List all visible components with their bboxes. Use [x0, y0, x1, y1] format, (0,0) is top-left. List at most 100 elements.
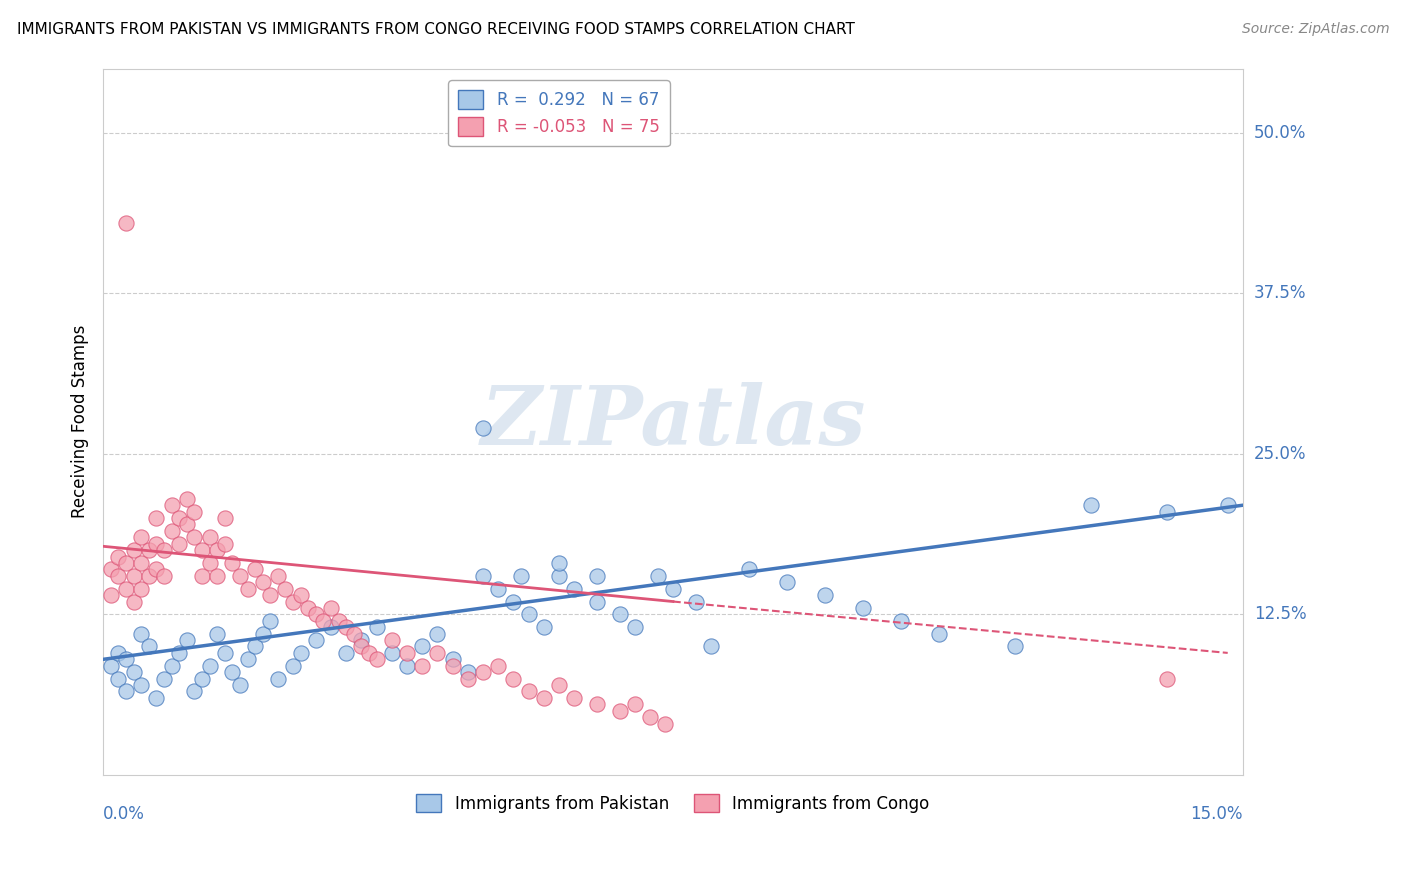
Point — [562, 582, 585, 596]
Legend: Immigrants from Pakistan, Immigrants from Congo: Immigrants from Pakistan, Immigrants fro… — [409, 788, 936, 820]
Point — [472, 665, 495, 680]
Point — [100, 562, 122, 576]
Point — [411, 640, 433, 654]
Point — [738, 562, 761, 576]
Point — [138, 569, 160, 583]
Point — [191, 569, 214, 583]
Point — [586, 594, 609, 608]
Point — [685, 594, 707, 608]
Point — [167, 537, 190, 551]
Point — [221, 665, 243, 680]
Point — [221, 556, 243, 570]
Point — [153, 672, 176, 686]
Point — [441, 652, 464, 666]
Point — [122, 665, 145, 680]
Point — [548, 569, 571, 583]
Point — [122, 543, 145, 558]
Point — [214, 646, 236, 660]
Point — [533, 690, 555, 705]
Point — [1216, 498, 1239, 512]
Point — [297, 601, 319, 615]
Point — [562, 690, 585, 705]
Point — [160, 524, 183, 538]
Point — [214, 537, 236, 551]
Point — [426, 626, 449, 640]
Point — [100, 588, 122, 602]
Point — [122, 569, 145, 583]
Point — [472, 569, 495, 583]
Point — [281, 594, 304, 608]
Point — [654, 716, 676, 731]
Point — [381, 646, 404, 660]
Point — [115, 556, 138, 570]
Point — [138, 640, 160, 654]
Point — [191, 543, 214, 558]
Point — [229, 569, 252, 583]
Point — [236, 652, 259, 666]
Point — [145, 690, 167, 705]
Point — [129, 530, 152, 544]
Point — [411, 658, 433, 673]
Point — [662, 582, 685, 596]
Point — [609, 704, 631, 718]
Point — [335, 646, 357, 660]
Point — [198, 556, 221, 570]
Point — [129, 626, 152, 640]
Point — [107, 569, 129, 583]
Point — [890, 614, 912, 628]
Point — [259, 588, 281, 602]
Point — [129, 678, 152, 692]
Text: ZIPatlas: ZIPatlas — [481, 382, 866, 462]
Point — [183, 505, 205, 519]
Point — [176, 491, 198, 506]
Point — [517, 684, 540, 698]
Point — [486, 582, 509, 596]
Point — [586, 569, 609, 583]
Point — [510, 569, 533, 583]
Point — [290, 646, 312, 660]
Point — [145, 537, 167, 551]
Point — [457, 665, 479, 680]
Point — [129, 582, 152, 596]
Point — [350, 633, 373, 648]
Point — [457, 672, 479, 686]
Point — [343, 626, 366, 640]
Point — [366, 652, 388, 666]
Text: 37.5%: 37.5% — [1254, 285, 1306, 302]
Point — [533, 620, 555, 634]
Point — [107, 672, 129, 686]
Point — [335, 620, 357, 634]
Point — [205, 626, 228, 640]
Point — [107, 646, 129, 660]
Point — [290, 588, 312, 602]
Point — [236, 582, 259, 596]
Point — [700, 640, 723, 654]
Point — [176, 633, 198, 648]
Point — [1156, 505, 1178, 519]
Point — [160, 498, 183, 512]
Point — [350, 640, 373, 654]
Point — [167, 646, 190, 660]
Point — [396, 658, 419, 673]
Point — [281, 658, 304, 673]
Point — [852, 601, 875, 615]
Point — [183, 530, 205, 544]
Point — [205, 543, 228, 558]
Point — [1156, 672, 1178, 686]
Point — [122, 594, 145, 608]
Point — [243, 640, 266, 654]
Point — [305, 607, 328, 622]
Point — [107, 549, 129, 564]
Point — [145, 562, 167, 576]
Point — [115, 216, 138, 230]
Text: IMMIGRANTS FROM PAKISTAN VS IMMIGRANTS FROM CONGO RECEIVING FOOD STAMPS CORRELAT: IMMIGRANTS FROM PAKISTAN VS IMMIGRANTS F… — [17, 22, 855, 37]
Point — [305, 633, 328, 648]
Point — [160, 658, 183, 673]
Point — [328, 614, 350, 628]
Text: Source: ZipAtlas.com: Source: ZipAtlas.com — [1241, 22, 1389, 37]
Point — [624, 620, 647, 634]
Point — [198, 530, 221, 544]
Point — [259, 614, 281, 628]
Text: 25.0%: 25.0% — [1254, 445, 1306, 463]
Point — [359, 646, 381, 660]
